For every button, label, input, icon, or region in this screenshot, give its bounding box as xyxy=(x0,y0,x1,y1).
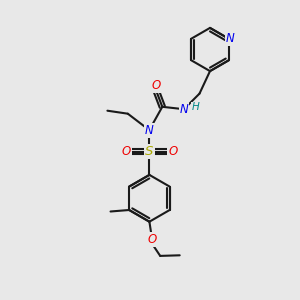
Text: O: O xyxy=(168,145,177,158)
Text: N: N xyxy=(226,32,235,45)
Text: O: O xyxy=(122,145,130,158)
Text: N: N xyxy=(145,124,154,137)
Text: N: N xyxy=(179,103,188,116)
Text: H: H xyxy=(191,102,199,112)
Text: O: O xyxy=(151,79,160,92)
Text: O: O xyxy=(148,233,157,246)
Text: S: S xyxy=(145,145,154,158)
